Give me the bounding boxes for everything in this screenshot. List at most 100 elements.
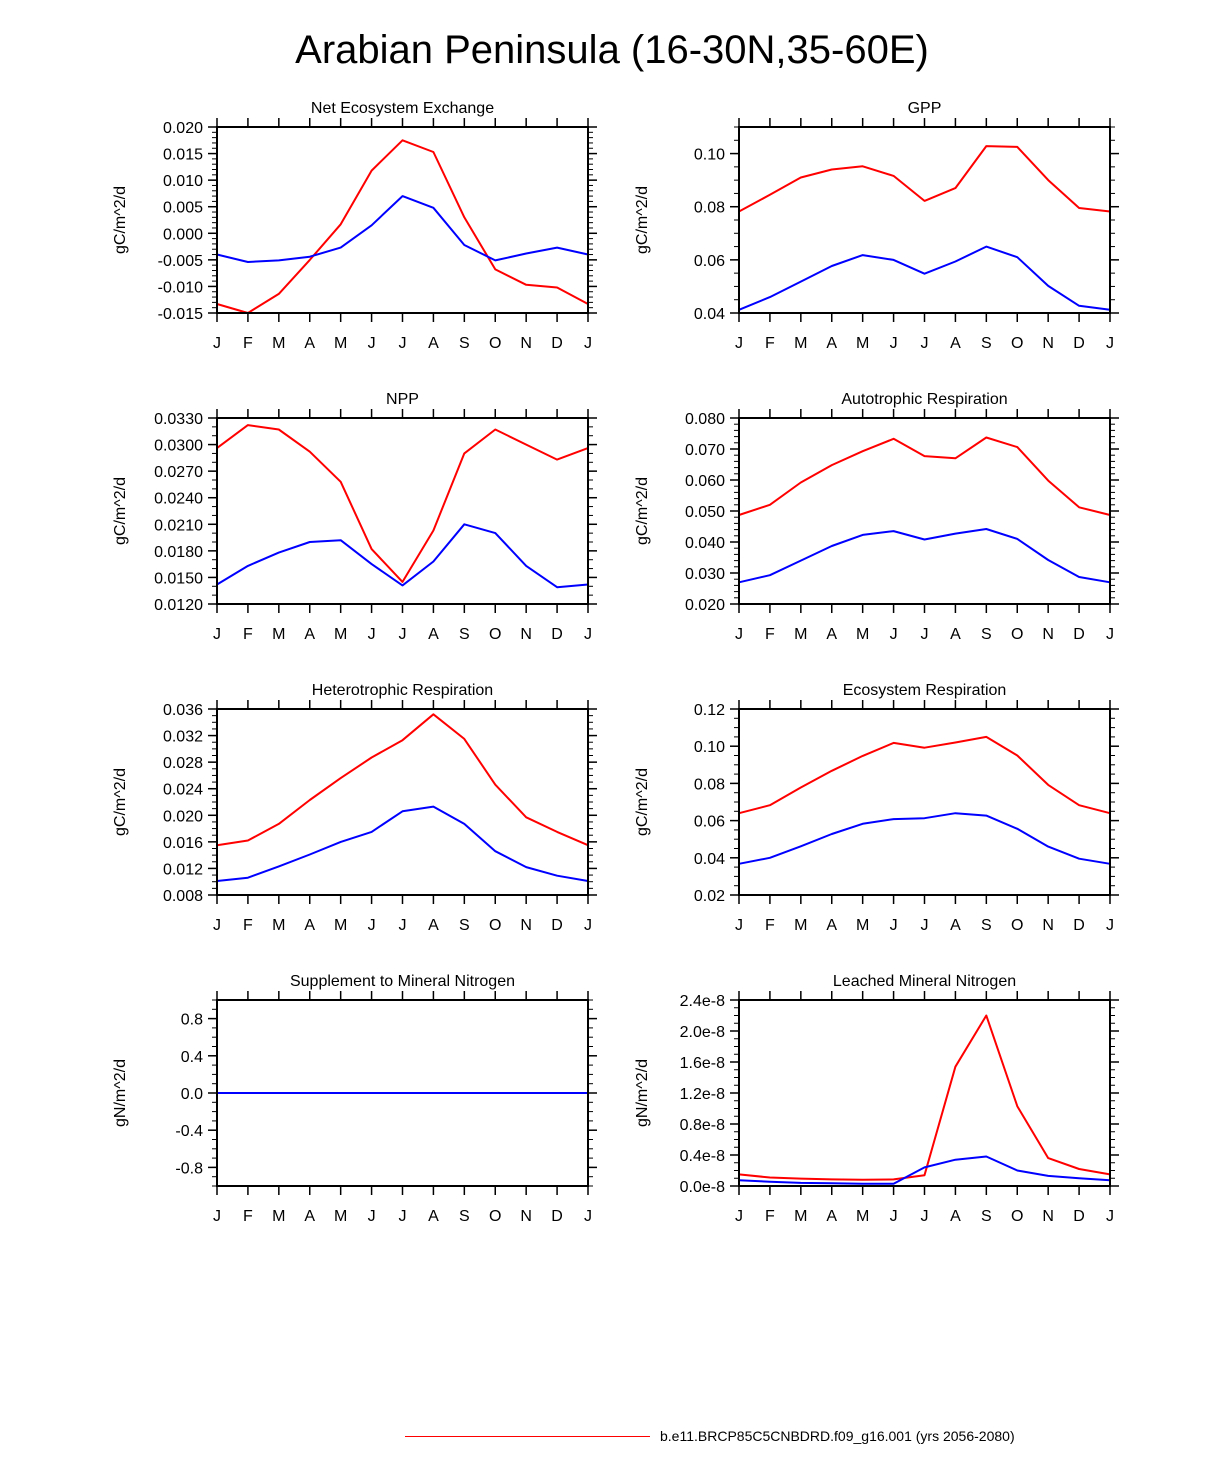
y-tick-label: 2.0e-8 — [680, 1024, 725, 1041]
y-tick-label: 0.036 — [163, 702, 203, 719]
y-tick-label: 0.0300 — [154, 438, 203, 455]
plot-frame — [738, 417, 1111, 605]
legend-series-line — [405, 1436, 650, 1437]
y-tick-label: 0.080 — [685, 411, 725, 428]
x-tick-label: J — [368, 1208, 376, 1225]
x-tick-label: S — [981, 626, 992, 643]
x-tick-label: N — [1042, 1208, 1054, 1225]
y-tick-label: -0.010 — [158, 279, 203, 296]
y-tick-label: 1.6e-8 — [680, 1055, 725, 1072]
series-line-blue — [738, 528, 1111, 584]
x-tick-label: M — [856, 626, 869, 643]
x-tick-label: M — [272, 626, 285, 643]
plot-frame — [216, 126, 589, 314]
y-tick-label: 2.4e-8 — [680, 993, 725, 1010]
x-tick-label: J — [399, 917, 407, 934]
x-tick-label: J — [890, 335, 898, 352]
x-tick-label: M — [334, 1208, 347, 1225]
x-tick-label: A — [304, 626, 315, 643]
y-tick-label: 0.010 — [163, 173, 203, 190]
x-tick-label: J — [213, 626, 221, 643]
x-tick-label: O — [489, 917, 501, 934]
y-tick-label: 0.028 — [163, 755, 203, 772]
x-tick-label: J — [735, 1208, 743, 1225]
x-tick-label: N — [520, 1208, 532, 1225]
series-line-red — [216, 139, 589, 314]
y-tick-label: 0.0150 — [154, 570, 203, 587]
x-tick-label: A — [428, 917, 439, 934]
x-tick-label: J — [584, 626, 592, 643]
y-axis-label: gC/m^2/d — [634, 477, 651, 545]
x-tick-label: A — [826, 917, 837, 934]
x-tick-label: A — [826, 1208, 837, 1225]
chart-panel-3: NPP gC/m^2/d 0.0120 0.0150 0.0180 0.0210 0.024… — [112, 391, 597, 643]
x-tick-label: A — [826, 626, 837, 643]
y-tick-label: 0.032 — [163, 729, 203, 746]
x-tick-label: J — [584, 917, 592, 934]
x-tick-label: S — [459, 917, 470, 934]
x-tick-label: M — [856, 917, 869, 934]
x-tick-label: J — [368, 917, 376, 934]
y-tick-label: 0.040 — [685, 535, 725, 552]
x-tick-label: S — [981, 917, 992, 934]
plot-frame — [738, 126, 1111, 314]
y-tick-label: -0.4 — [175, 1123, 203, 1140]
y-tick-label: 0.0240 — [154, 491, 203, 508]
x-tick-label: J — [1106, 917, 1114, 934]
plot-frame — [216, 999, 589, 1187]
x-tick-label: N — [520, 626, 532, 643]
y-tick-label: -0.015 — [158, 306, 203, 323]
x-tick-label: D — [1073, 917, 1085, 934]
x-tick-label: O — [1011, 335, 1023, 352]
x-tick-label: F — [765, 917, 775, 934]
y-axis-label: gN/m^2/d — [112, 1059, 129, 1127]
y-tick-label: 0.015 — [163, 147, 203, 164]
x-tick-label: A — [826, 335, 837, 352]
plot-frame — [738, 999, 1111, 1187]
y-tick-label: 0.005 — [163, 200, 203, 217]
x-tick-label: D — [1073, 1208, 1085, 1225]
x-tick-label: J — [1106, 335, 1114, 352]
y-tick-label: 0.08 — [694, 776, 725, 793]
chart-panel-2: GPP gC/m^2/d 0.04 0.06 0.08 0.10 J F M A M J J A S O N D J — [634, 100, 1119, 352]
x-tick-label: M — [334, 626, 347, 643]
y-tick-label: 0.02 — [694, 888, 725, 905]
series-line-blue — [216, 195, 589, 263]
x-tick-label: S — [981, 1208, 992, 1225]
chart-title: Leached Mineral Nitrogen — [833, 973, 1016, 990]
y-tick-label: 0.008 — [163, 888, 203, 905]
x-tick-label: J — [735, 626, 743, 643]
series-line-red — [216, 713, 589, 847]
y-tick-label: 0.10 — [694, 147, 725, 164]
x-tick-label: J — [584, 335, 592, 352]
x-tick-label: A — [950, 1208, 961, 1225]
x-tick-label: A — [304, 917, 315, 934]
series-line-blue — [738, 245, 1111, 311]
x-tick-label: N — [520, 335, 532, 352]
y-tick-label: 0.0120 — [154, 597, 203, 614]
chart-panel-8: Leached Mineral Nitrogen gN/m^2/d 0.0e-8 0.… — [634, 973, 1119, 1225]
y-axis-label: gC/m^2/d — [112, 768, 129, 836]
chart-panel-4: Autotrophic Respiration gC/m^2/d 0.020 0.03… — [634, 391, 1119, 643]
x-tick-label: A — [428, 1208, 439, 1225]
y-axis-label: gC/m^2/d — [634, 768, 651, 836]
chart-title: Net Ecosystem Exchange — [311, 100, 494, 117]
y-tick-label: 0.020 — [685, 597, 725, 614]
x-tick-label: N — [1042, 335, 1054, 352]
y-tick-label: 0.0180 — [154, 544, 203, 561]
page-title: Arabian Peninsula (16-30N,35-60E) — [295, 28, 929, 72]
x-tick-label: J — [399, 1208, 407, 1225]
chart-title: Ecosystem Respiration — [843, 682, 1007, 699]
y-axis-label: gN/m^2/d — [634, 1059, 651, 1127]
x-tick-label: J — [399, 335, 407, 352]
x-tick-label: J — [921, 1208, 929, 1225]
x-tick-label: O — [489, 335, 501, 352]
x-tick-label: S — [459, 1208, 470, 1225]
plot-frame — [216, 417, 589, 605]
y-tick-label: 0.050 — [685, 504, 725, 521]
x-tick-label: F — [243, 335, 253, 352]
chart-panel-1: Net Ecosystem Exchange gC/m^2/d -0.015 -0.0… — [112, 100, 597, 352]
x-tick-label: M — [794, 917, 807, 934]
x-tick-label: D — [551, 917, 563, 934]
